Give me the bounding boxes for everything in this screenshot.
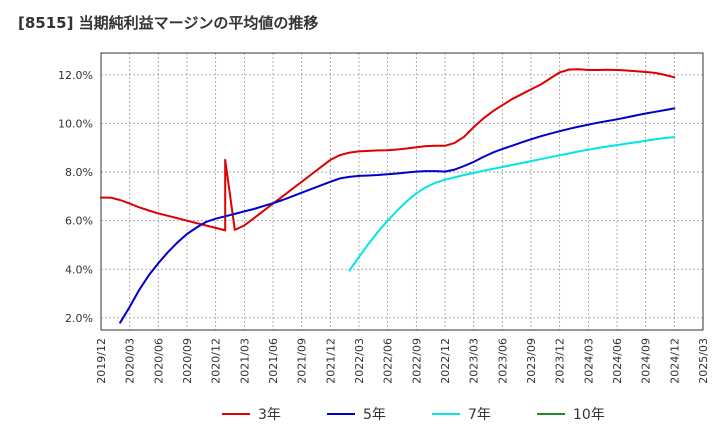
x-tick-label: 2024/12	[668, 338, 681, 384]
x-tick-label: 2020/03	[124, 338, 137, 384]
plot-frame	[100, 52, 704, 331]
grid-layer	[100, 53, 704, 330]
x-tick-label: 2024/06	[611, 338, 624, 384]
y-tick-label: 2.0%	[65, 312, 93, 325]
x-tick-label: 2023/12	[554, 338, 567, 384]
x-tick-label: 2019/12	[95, 338, 108, 384]
legend-label-5年: 5年	[363, 407, 386, 423]
y-axis-ticks: 2.0% 4.0% 6.0% 8.0% 10.0% 12.0%	[58, 69, 93, 325]
x-tick-label: 2021/09	[296, 338, 309, 384]
chart-title: [8515] 当期純利益マージンの平均値の推移	[18, 14, 319, 32]
x-tick-label: 2023/03	[468, 338, 481, 384]
y-tick-label: 12.0%	[58, 69, 93, 82]
y-tick-label: 10.0%	[58, 117, 93, 130]
series-layer	[100, 68, 676, 324]
series-line-5年	[119, 107, 676, 324]
legend-label-10年: 10年	[573, 407, 605, 423]
x-tick-label: 2021/06	[267, 338, 280, 384]
y-tick-label: 6.0%	[65, 215, 93, 228]
x-tick-label: 2023/06	[496, 338, 509, 384]
legend-label-3年: 3年	[258, 407, 281, 423]
x-tick-label: 2024/03	[582, 338, 595, 384]
y-tick-label: 8.0%	[65, 166, 93, 179]
legend-label-7年: 7年	[468, 407, 491, 423]
x-tick-label: 2022/12	[439, 338, 452, 384]
series-line-3年	[100, 68, 676, 232]
legend: 3年 5年 7年 10年	[222, 407, 605, 423]
x-tick-label: 2022/03	[353, 338, 366, 384]
x-tick-label: 2020/06	[152, 338, 165, 384]
x-tick-label: 2022/09	[410, 338, 423, 384]
x-tick-label: 2020/09	[181, 338, 194, 384]
x-tick-label: 2021/12	[324, 338, 337, 384]
x-tick-label: 2023/09	[525, 338, 538, 384]
x-tick-label: 2020/12	[210, 338, 223, 384]
series-line-7年	[348, 136, 676, 272]
x-axis-ticks: 2019/12 2020/03 2020/06 2020/09 2020/12 2021/…	[95, 338, 710, 384]
x-tick-label: 2021/03	[238, 338, 251, 384]
x-tick-label: 2022/06	[382, 338, 395, 384]
x-tick-label: 2024/09	[640, 338, 653, 384]
y-tick-label: 4.0%	[65, 263, 93, 276]
x-tick-label: 2025/03	[697, 338, 710, 384]
